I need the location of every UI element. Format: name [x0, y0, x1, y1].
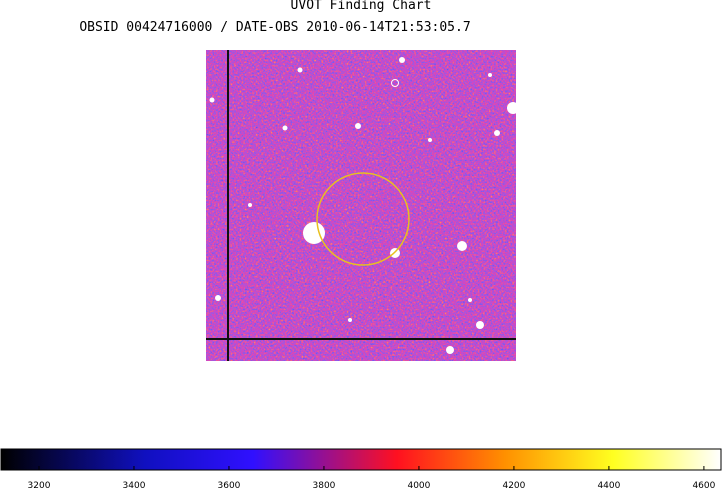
sky-image	[206, 50, 519, 361]
colorbar-tick-label: 4000	[407, 481, 430, 489]
colorbar-ticks: 3200 3400 3600 3800 4000 4200 4400 4600	[28, 466, 716, 489]
stars	[209, 57, 519, 354]
source-region	[316, 172, 410, 266]
image-field	[206, 50, 516, 361]
subtitle: OBSID 00424716000 / DATE-OBS 2010-06-14T…	[79, 20, 470, 35]
colorbar	[0, 448, 722, 471]
colorbar-tick-label: 4200	[502, 481, 525, 489]
colorbar-tick-label: 4400	[597, 481, 620, 489]
title: UVOT Finding Chart	[291, 0, 432, 13]
marker	[391, 79, 399, 87]
colorbar-tick-label: 3600	[218, 481, 241, 489]
colorbar-tick-label: 3200	[28, 481, 51, 489]
colorbar-tick-label: 4600	[692, 481, 715, 489]
colorbar-tick-label: 3400	[123, 481, 146, 489]
colorbar-tick-label: 3800	[313, 481, 336, 489]
